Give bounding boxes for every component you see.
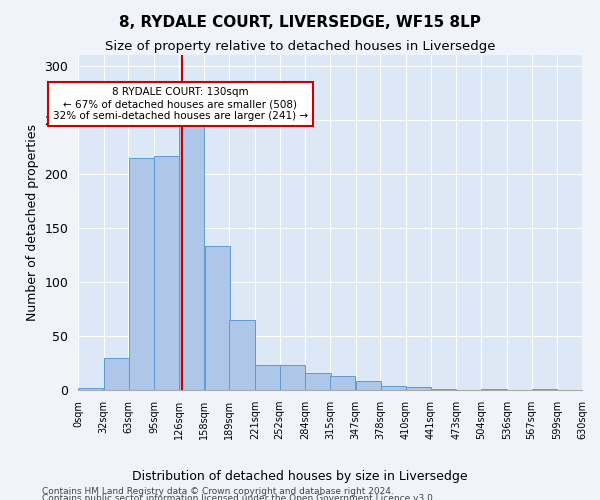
Bar bbox=[128, 158, 154, 390]
Text: Contains HM Land Registry data © Crown copyright and database right 2024.: Contains HM Land Registry data © Crown c… bbox=[42, 488, 394, 496]
Text: 8, RYDALE COURT, LIVERSEDGE, WF15 8LP: 8, RYDALE COURT, LIVERSEDGE, WF15 8LP bbox=[119, 15, 481, 30]
Bar bbox=[582, 388, 600, 390]
Bar bbox=[481, 389, 506, 390]
Bar bbox=[330, 376, 355, 390]
Bar bbox=[229, 320, 254, 390]
Bar bbox=[154, 156, 179, 390]
Text: 8 RYDALE COURT: 130sqm
← 67% of detached houses are smaller (508)
32% of semi-de: 8 RYDALE COURT: 130sqm ← 67% of detached… bbox=[53, 88, 308, 120]
Bar bbox=[532, 389, 557, 390]
Bar bbox=[305, 372, 331, 390]
Bar bbox=[205, 246, 230, 390]
Text: Size of property relative to detached houses in Liversedge: Size of property relative to detached ho… bbox=[105, 40, 495, 53]
Bar bbox=[406, 387, 431, 390]
Bar bbox=[78, 388, 103, 390]
Text: Distribution of detached houses by size in Liversedge: Distribution of detached houses by size … bbox=[132, 470, 468, 483]
Bar bbox=[431, 389, 456, 390]
Bar bbox=[104, 358, 129, 390]
Bar bbox=[280, 365, 305, 390]
Bar bbox=[380, 386, 406, 390]
Text: Contains public sector information licensed under the Open Government Licence v3: Contains public sector information licen… bbox=[42, 494, 436, 500]
Bar bbox=[255, 365, 280, 390]
Bar bbox=[179, 125, 204, 390]
Bar bbox=[356, 382, 381, 390]
Y-axis label: Number of detached properties: Number of detached properties bbox=[26, 124, 39, 321]
